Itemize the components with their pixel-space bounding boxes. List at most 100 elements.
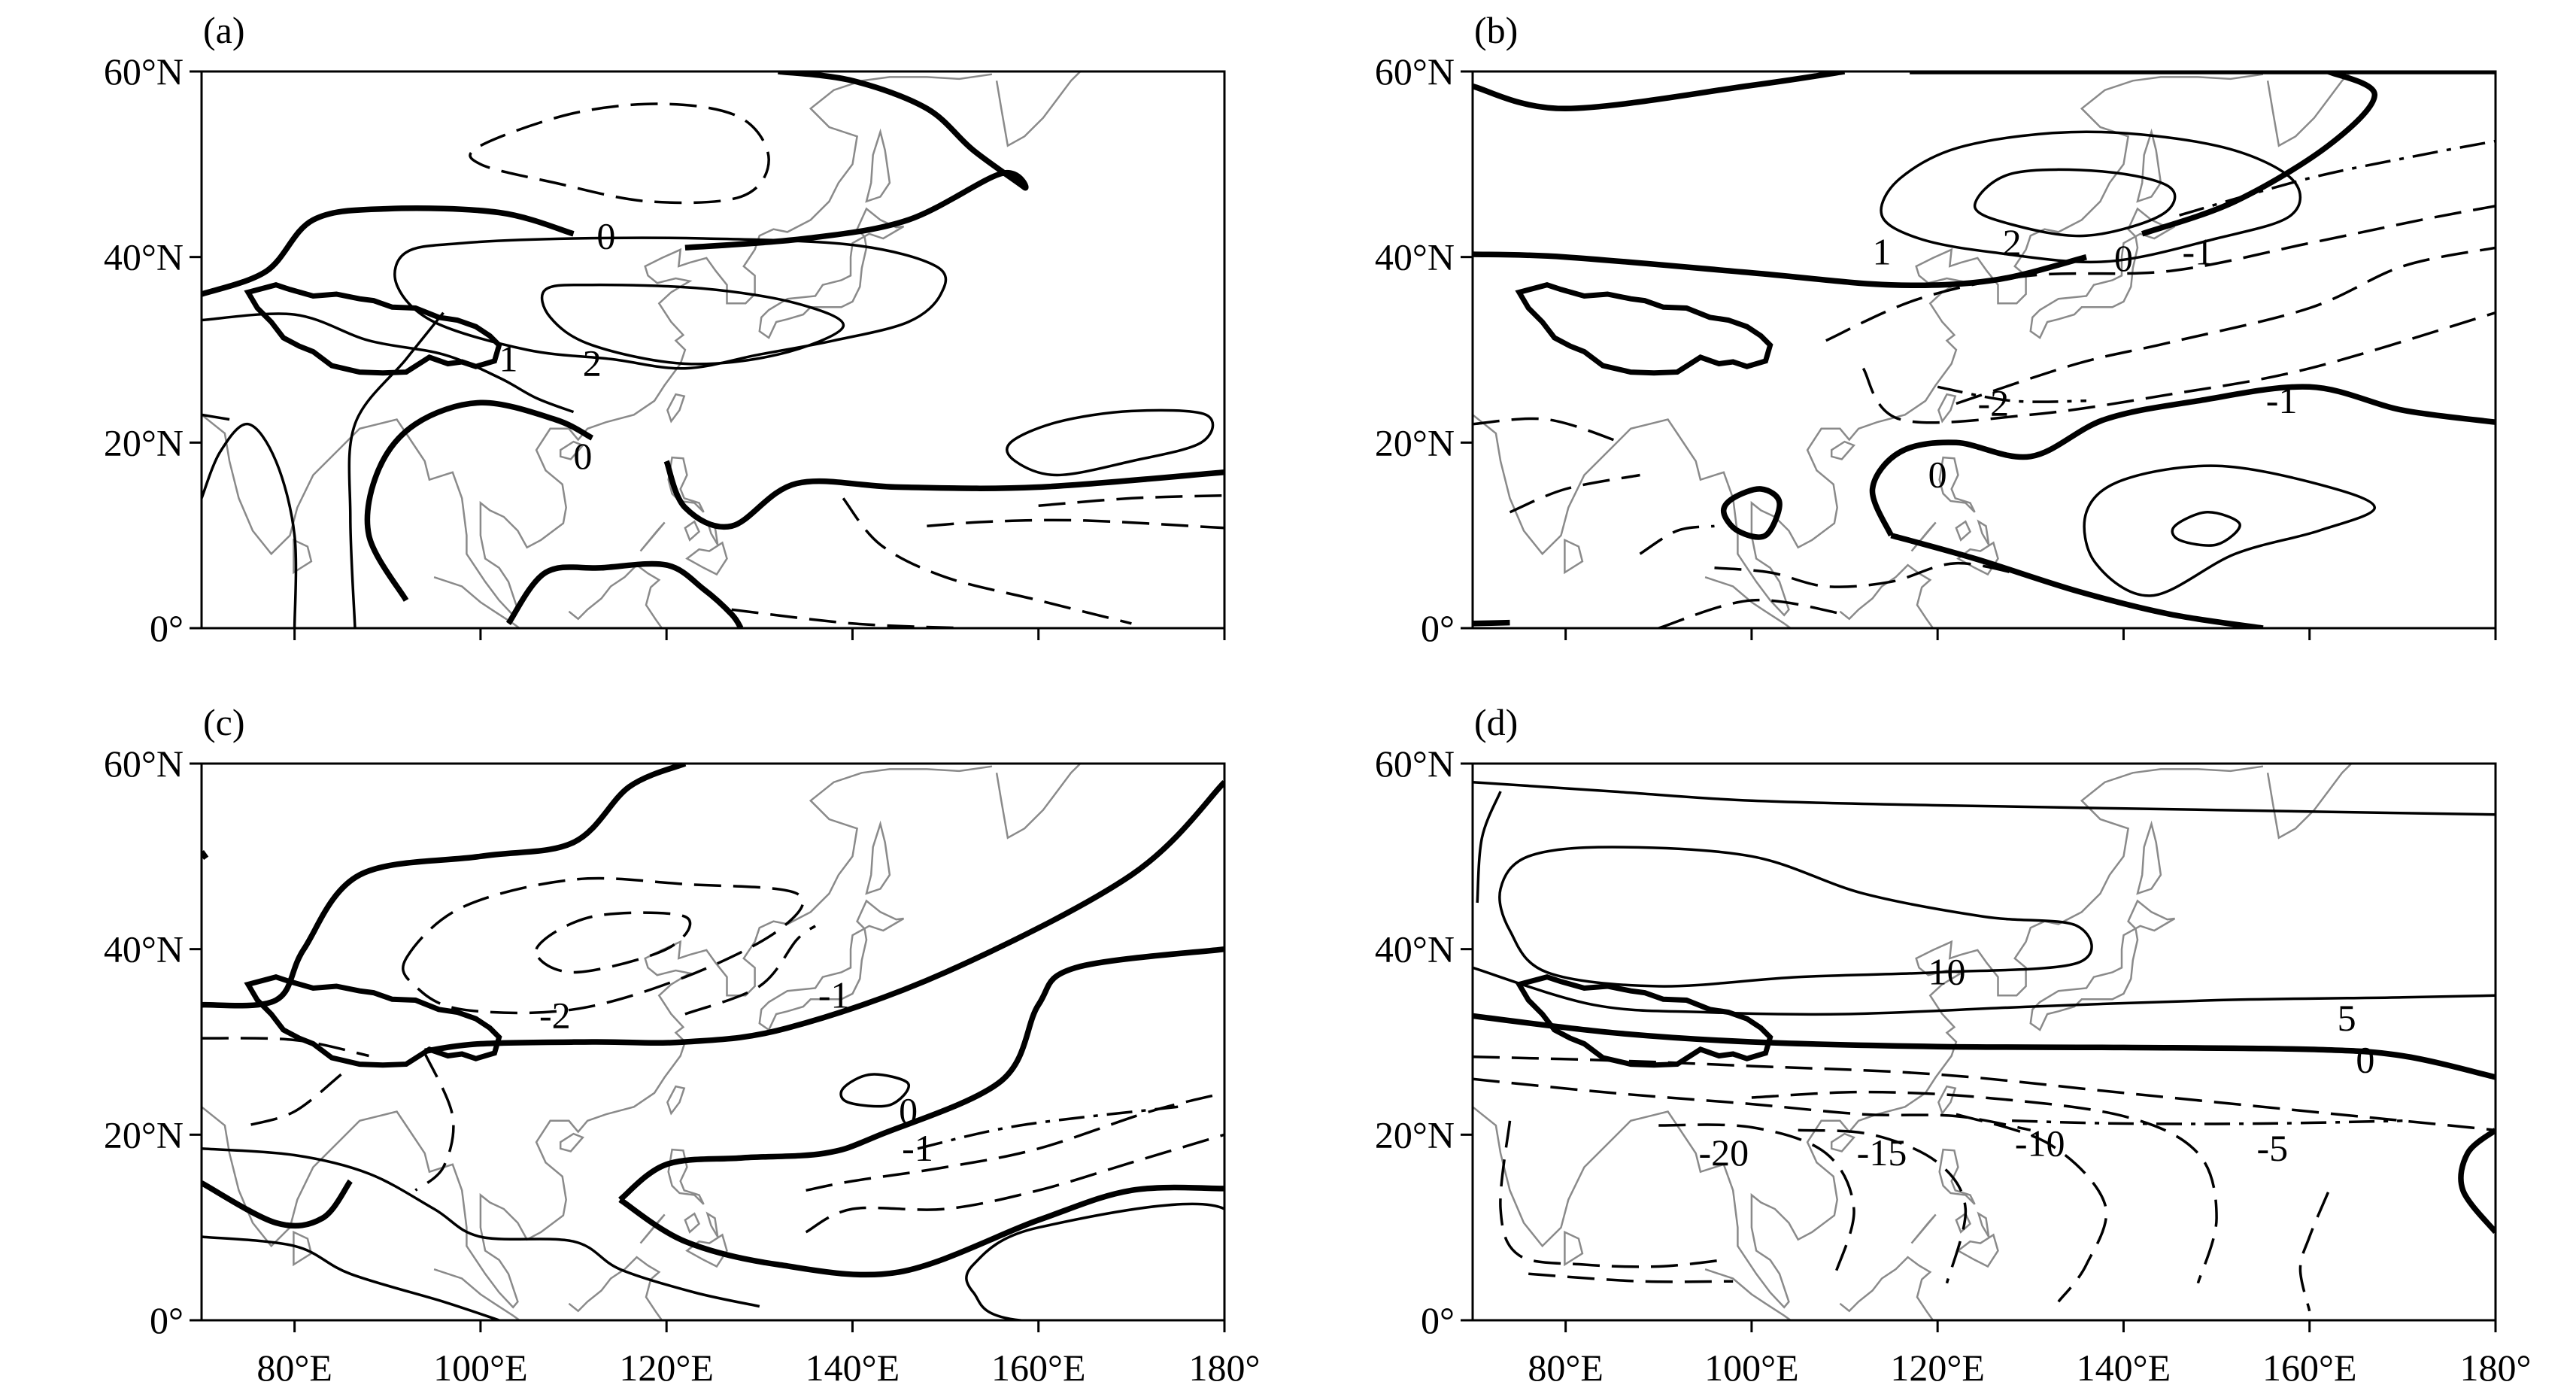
contour-label: 2 (2003, 221, 2022, 263)
coastline (2136, 820, 2162, 895)
map-frame (1471, 70, 2497, 630)
contour-label: 0 (573, 435, 592, 477)
contour-line (1956, 1113, 2108, 1303)
coastline (685, 1233, 728, 1268)
contour-line (2083, 464, 2377, 597)
contour-line (1473, 1055, 2496, 1131)
contour-line (805, 1133, 1224, 1234)
contour-line (684, 71, 1029, 251)
coastline (639, 1213, 666, 1244)
coastline (758, 899, 905, 1031)
map-frame (200, 762, 1226, 1322)
contour-line (1499, 1120, 1724, 1268)
contour-label: -1 (2266, 379, 2298, 421)
contour-line (347, 311, 445, 628)
coastline (1704, 1268, 1792, 1320)
map-area: 1 2 0 -1 -2 -1 0 (1473, 71, 2496, 628)
contour-line (414, 1052, 455, 1192)
contour-line (202, 764, 687, 1009)
contour-label: -1 (902, 1127, 933, 1169)
y-tick-label: 60°N (104, 50, 184, 93)
coastline (2266, 71, 2353, 147)
coastline (1830, 1132, 1856, 1153)
y-tick-label: 20°N (104, 421, 184, 463)
coastline (666, 393, 686, 424)
contour-line (618, 946, 1224, 1202)
contour-label: -20 (1698, 1131, 1749, 1174)
contour-line (535, 911, 692, 974)
contour-line (202, 1235, 500, 1320)
coastline (1955, 1212, 1972, 1234)
coastline (433, 1268, 520, 1320)
contour-line (1528, 1272, 1734, 1283)
coastline (2029, 207, 2176, 339)
y-tick-label: 60°N (1375, 743, 1455, 785)
contour-line (202, 205, 575, 297)
coastline (667, 1148, 705, 1205)
plateau-outline (244, 974, 502, 1068)
coastline (1956, 1233, 1999, 1268)
contour-line (1509, 473, 1640, 514)
contour-label: 1 (499, 337, 518, 379)
map-area: 0 2 1 0 (202, 71, 1224, 628)
y-tick-label: 0° (150, 607, 184, 649)
coastline (202, 73, 993, 617)
contour-line (202, 312, 575, 414)
contour-label: -1 (818, 973, 850, 1016)
contour-line (1473, 780, 2496, 816)
contour-line (1869, 384, 2496, 537)
coastline (2029, 899, 2176, 1031)
contour-line (917, 1105, 1179, 1150)
contour-line (1880, 130, 2301, 264)
contour-line (1956, 246, 2496, 405)
coastline (1910, 1213, 1937, 1244)
coastline (559, 440, 585, 460)
coastline (1937, 1085, 1957, 1116)
contour-line (965, 1202, 1224, 1320)
x-tick-label: 120°E (619, 1347, 714, 1389)
y-tick-label: 0° (1421, 607, 1455, 649)
contour-line (2458, 1128, 2496, 1235)
coastline (1473, 73, 2264, 617)
coastline (568, 563, 663, 628)
contour-line (1473, 966, 2496, 1016)
map-area: 10 50 -5 -10 -15 -20 (1473, 764, 2496, 1320)
coastline (684, 1212, 701, 1234)
contour-line (684, 925, 817, 1016)
contour-label: -1 (2183, 231, 2214, 273)
coastline (1938, 1148, 1976, 1205)
x-tick-label: 160°E (991, 1347, 1086, 1389)
contour-line (202, 1179, 353, 1229)
panel-b: 1 2 0 -1 -2 -1 0 60°N 40°N 20°N 0° (b) (1375, 9, 2497, 649)
contour-line (731, 608, 964, 628)
map-frame (1471, 762, 2497, 1322)
x-tick-label: 80°E (256, 1347, 332, 1389)
coastline (293, 538, 313, 575)
y-tick-label: 20°N (104, 1113, 184, 1156)
x-tick-label: 100°E (1704, 1347, 1799, 1389)
contour-line (1006, 408, 1215, 477)
coastline (1910, 521, 1937, 552)
contour-line (469, 102, 770, 205)
coastline (684, 520, 701, 542)
coastline (2136, 128, 2162, 203)
contour-line (505, 560, 744, 628)
contour-label: -10 (2015, 1122, 2065, 1165)
coastline (1839, 1256, 1934, 1320)
contour-line (1473, 71, 1846, 112)
coastline (568, 1256, 663, 1320)
panel-label: (c) (203, 701, 245, 743)
contour-line (1473, 1077, 2031, 1131)
y-tick-label: 40°N (1375, 928, 1455, 970)
coastline (1956, 541, 1999, 576)
contour-label: 0 (1928, 454, 1947, 496)
contour-line (424, 780, 1224, 1055)
coastline (1473, 765, 2264, 1309)
coastline (685, 541, 728, 576)
contour-label: 0 (596, 215, 615, 257)
contour-line (1714, 561, 2031, 588)
contour-label: 10 (1928, 951, 1966, 993)
panel-label: (d) (1474, 701, 1518, 743)
x-tick-label: 140°E (2077, 1347, 2171, 1389)
